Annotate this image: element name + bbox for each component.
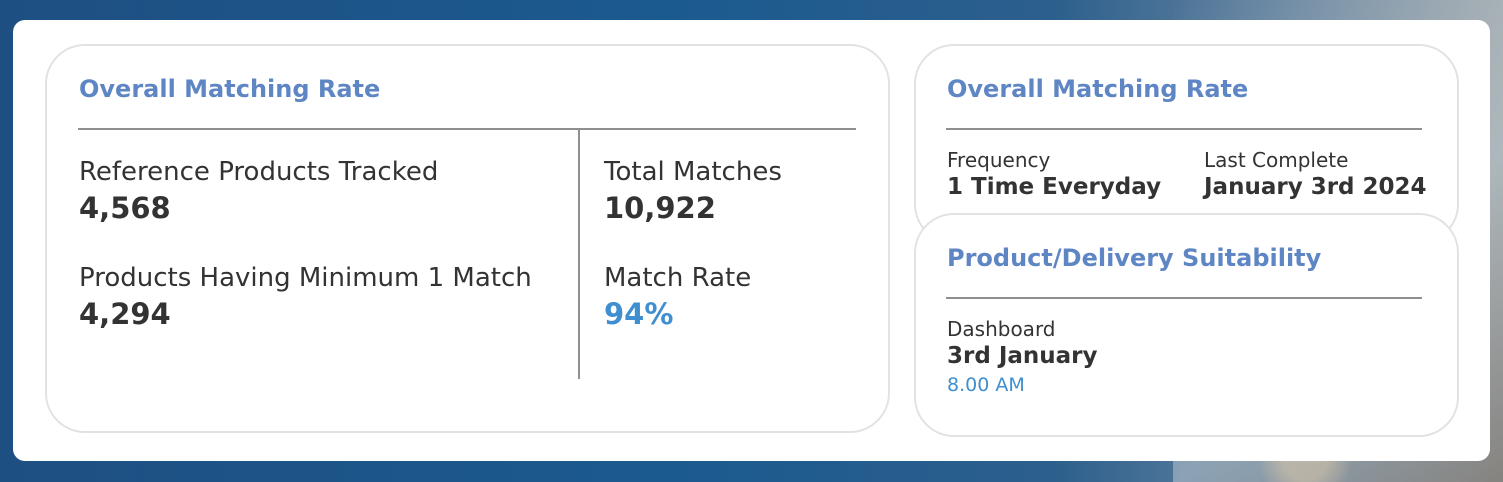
dashboard-date: 3rd January — [947, 343, 1098, 369]
min-match-label: Products Having Minimum 1 Match — [79, 263, 532, 293]
frequency-label: Frequency — [947, 148, 1051, 172]
column-divider — [578, 129, 580, 379]
frequency-card: Overall Matching Rate Frequency 1 Time E… — [914, 44, 1459, 244]
stats-panel: Overall Matching Rate Reference Products… — [13, 20, 1490, 461]
last-complete-label: Last Complete — [1204, 148, 1349, 172]
reference-products-value: 4,568 — [79, 191, 171, 225]
reference-products-label: Reference Products Tracked — [79, 157, 439, 187]
total-matches-label: Total Matches — [604, 157, 782, 187]
match-rate-label: Match Rate — [604, 263, 752, 293]
dashboard-label: Dashboard — [947, 317, 1056, 341]
card-title: Product/Delivery Suitability — [947, 244, 1322, 272]
frequency-value: 1 Time Everyday — [947, 174, 1162, 200]
card-title: Overall Matching Rate — [79, 75, 381, 103]
last-complete-value: January 3rd 2024 — [1204, 174, 1427, 200]
suitability-card: Product/Delivery Suitability Dashboard 3… — [914, 213, 1459, 437]
match-rate-value: 94% — [604, 297, 674, 331]
divider — [946, 297, 1422, 299]
dashboard-time: 8.00 AM — [947, 374, 1025, 396]
total-matches-value: 10,922 — [604, 191, 716, 225]
card-title: Overall Matching Rate — [947, 75, 1249, 103]
overall-matching-card: Overall Matching Rate Reference Products… — [45, 44, 890, 433]
divider — [946, 128, 1422, 130]
divider — [78, 128, 856, 130]
min-match-value: 4,294 — [79, 297, 171, 331]
